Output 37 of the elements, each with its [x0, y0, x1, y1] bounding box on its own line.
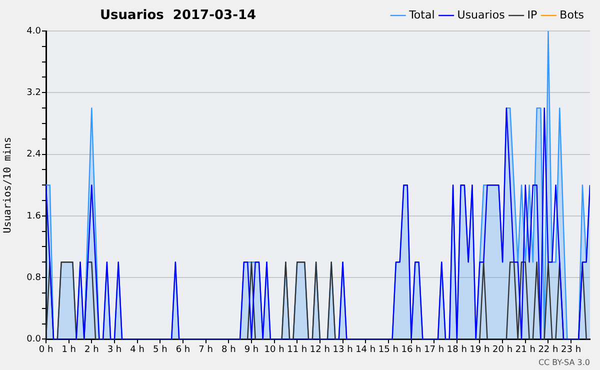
x-tick-label: 5 h — [152, 344, 168, 355]
x-tick-label: 15 h — [378, 344, 398, 355]
x-tick-label: 6 h — [176, 344, 190, 355]
x-tick-label: 12 h — [310, 344, 330, 355]
x-tick-label: 18 h — [446, 344, 467, 355]
chart-title: Usuarios 2017-03-14 — [100, 8, 256, 23]
x-tick-label: 9 h — [244, 344, 259, 355]
x-tick-label: 3 h — [107, 344, 122, 355]
x-tick-label: 4 h — [130, 344, 144, 355]
y-tick-label: 0.0 — [26, 334, 42, 345]
x-tick-label: 20 h — [492, 344, 513, 355]
x-tick-label: 11 h — [287, 344, 308, 355]
y-tick-label: 4.0 — [26, 26, 42, 36]
y-tick-label: 3.2 — [26, 88, 41, 98]
x-tick-label: 17 h — [424, 344, 444, 355]
y-tick-label: 0.8 — [26, 272, 42, 283]
legend-label: Bots — [560, 8, 584, 22]
legend-label: Total — [408, 8, 435, 22]
legend-label: IP — [527, 8, 538, 22]
text: CC BY-SA 3.0 — [538, 358, 590, 367]
x-tick-label: 19 h — [470, 344, 490, 355]
x-tick-label: 2 h — [84, 344, 99, 355]
x-tick-label: 16 h — [401, 344, 422, 355]
y-tick-label: 2.4 — [26, 150, 42, 160]
x-tick-label: 7 h — [198, 344, 213, 355]
x-tick-label: 14 h — [356, 344, 376, 355]
y-axis-title: Usuarios/10 mins — [2, 136, 14, 234]
x-tick-label: 8 h — [221, 344, 236, 355]
x-tick-label: 13 h — [332, 344, 353, 355]
x-tick-label: 22 h — [538, 344, 558, 355]
x-tick-label: 23 h — [561, 344, 582, 355]
x-tick-label: 10 h — [264, 344, 284, 355]
x-tick-label: 21 h — [515, 344, 536, 355]
legend-label: Usuarios — [457, 8, 506, 22]
x-tick-label: 0 h — [38, 344, 54, 355]
y-tick-label: 1.6 — [26, 211, 42, 222]
x-tick-label: 1 h — [62, 344, 76, 355]
